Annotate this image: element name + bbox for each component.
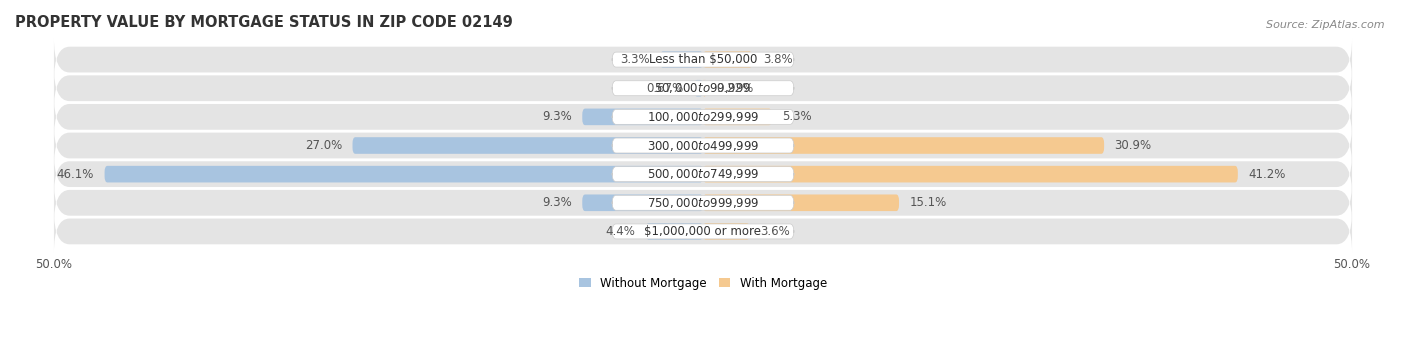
Text: $750,000 to $999,999: $750,000 to $999,999 [647,196,759,210]
FancyBboxPatch shape [703,194,898,211]
FancyBboxPatch shape [695,80,703,97]
Text: $1,000,000 or more: $1,000,000 or more [644,225,762,238]
Text: $50,000 to $99,999: $50,000 to $99,999 [654,81,752,95]
FancyBboxPatch shape [612,167,794,182]
Text: 30.9%: 30.9% [1115,139,1152,152]
Text: 3.8%: 3.8% [762,53,793,66]
Legend: Without Mortgage, With Mortgage: Without Mortgage, With Mortgage [574,272,832,294]
FancyBboxPatch shape [703,223,749,240]
FancyBboxPatch shape [703,51,752,68]
FancyBboxPatch shape [582,194,703,211]
FancyBboxPatch shape [661,51,703,68]
FancyBboxPatch shape [53,153,1353,195]
Text: $500,000 to $749,999: $500,000 to $749,999 [647,167,759,181]
FancyBboxPatch shape [53,124,1353,167]
FancyBboxPatch shape [645,223,703,240]
Text: PROPERTY VALUE BY MORTGAGE STATUS IN ZIP CODE 02149: PROPERTY VALUE BY MORTGAGE STATUS IN ZIP… [15,15,513,30]
Text: 15.1%: 15.1% [910,196,946,209]
FancyBboxPatch shape [612,138,794,153]
FancyBboxPatch shape [612,224,794,239]
FancyBboxPatch shape [612,52,794,67]
Text: $300,000 to $499,999: $300,000 to $499,999 [647,138,759,153]
Text: 4.4%: 4.4% [606,225,636,238]
FancyBboxPatch shape [703,166,1237,183]
FancyBboxPatch shape [53,38,1353,81]
FancyBboxPatch shape [703,108,772,125]
Text: 27.0%: 27.0% [305,139,342,152]
FancyBboxPatch shape [612,81,794,96]
FancyBboxPatch shape [104,166,703,183]
FancyBboxPatch shape [703,137,1104,154]
FancyBboxPatch shape [703,80,706,97]
Text: 5.3%: 5.3% [782,110,811,123]
FancyBboxPatch shape [612,195,794,210]
Text: 3.3%: 3.3% [620,53,650,66]
Text: 9.3%: 9.3% [543,110,572,123]
FancyBboxPatch shape [53,181,1353,224]
Text: Less than $50,000: Less than $50,000 [648,53,758,66]
Text: 41.2%: 41.2% [1249,168,1285,181]
FancyBboxPatch shape [612,109,794,124]
FancyBboxPatch shape [53,67,1353,110]
Text: 3.6%: 3.6% [761,225,790,238]
FancyBboxPatch shape [53,210,1353,253]
Text: Source: ZipAtlas.com: Source: ZipAtlas.com [1267,20,1385,30]
Text: 0.67%: 0.67% [647,82,683,95]
FancyBboxPatch shape [53,96,1353,138]
FancyBboxPatch shape [582,108,703,125]
Text: 9.3%: 9.3% [543,196,572,209]
FancyBboxPatch shape [353,137,703,154]
Text: 46.1%: 46.1% [56,168,94,181]
Text: 0.22%: 0.22% [716,82,754,95]
Text: $100,000 to $299,999: $100,000 to $299,999 [647,110,759,124]
